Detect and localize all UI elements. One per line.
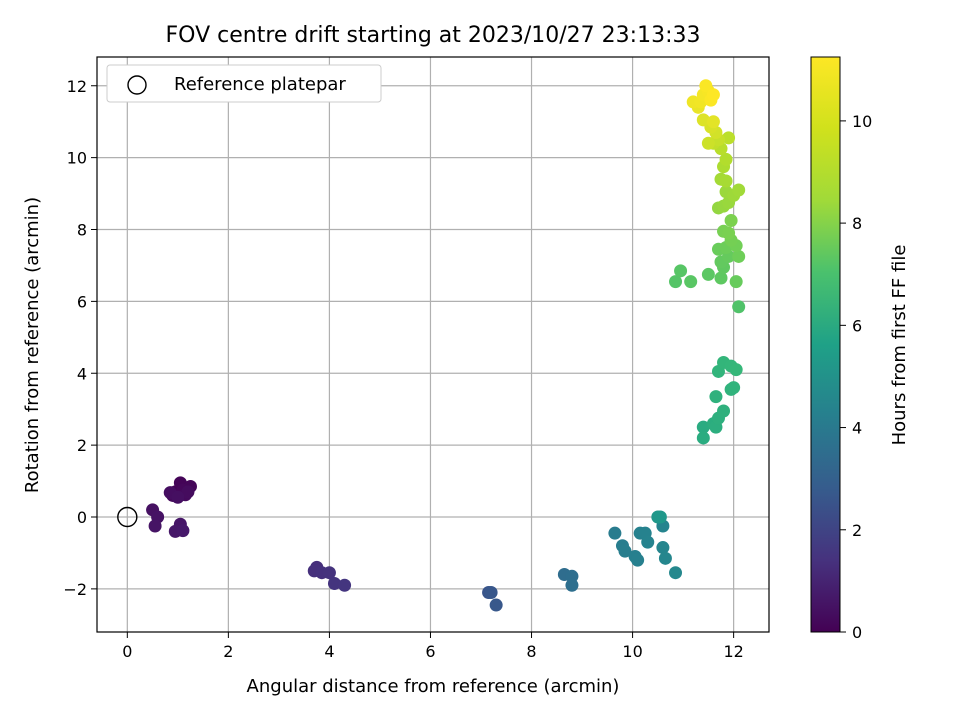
x-tick-label: 10 bbox=[622, 642, 642, 661]
colorbar-tick-label: 2 bbox=[852, 521, 862, 540]
y-axis-label: Rotation from reference (arcmin) bbox=[22, 197, 43, 493]
y-axis-ticks: −2 0 2 4 6 8 10 12 bbox=[63, 77, 97, 599]
data-point bbox=[181, 485, 195, 499]
data-point bbox=[489, 598, 503, 612]
y-tick-label: 8 bbox=[77, 221, 87, 240]
data-point bbox=[724, 214, 738, 228]
data-point bbox=[322, 566, 336, 580]
colorbar-label: Hours from first FF file bbox=[889, 245, 910, 446]
data-point bbox=[656, 541, 670, 555]
y-tick-label: 12 bbox=[67, 77, 87, 96]
colorbar-tick-label: 8 bbox=[852, 214, 862, 233]
grid-lines bbox=[97, 57, 769, 632]
reference-marker bbox=[117, 506, 138, 528]
data-point bbox=[171, 490, 185, 504]
colorbar: 0 2 4 6 8 10 Hours from first FF file bbox=[810, 56, 910, 642]
data-point bbox=[717, 404, 731, 418]
data-point bbox=[722, 226, 736, 240]
data-point bbox=[565, 569, 579, 583]
y-tick-label: 4 bbox=[77, 364, 87, 383]
data-point bbox=[722, 131, 736, 145]
data-point bbox=[669, 275, 683, 289]
data-point bbox=[631, 553, 645, 567]
data-point bbox=[714, 271, 728, 285]
data-point bbox=[719, 152, 733, 166]
y-tick-label: −2 bbox=[63, 580, 87, 599]
data-point bbox=[719, 174, 733, 188]
data-point bbox=[727, 381, 741, 395]
data-point bbox=[658, 551, 672, 565]
x-tick-label: 2 bbox=[223, 642, 233, 661]
colorbar-tick-label: 10 bbox=[852, 112, 872, 131]
data-point bbox=[641, 535, 655, 549]
data-point bbox=[618, 544, 632, 558]
data-point bbox=[696, 113, 710, 127]
x-tick-label: 4 bbox=[324, 642, 334, 661]
data-point bbox=[732, 249, 746, 263]
chart-title: FOV centre drift starting at 2023/10/27 … bbox=[166, 23, 701, 48]
x-tick-label: 6 bbox=[425, 642, 435, 661]
y-tick-label: 6 bbox=[77, 292, 87, 311]
y-tick-label: 10 bbox=[67, 149, 87, 168]
data-point bbox=[148, 519, 162, 533]
data-point bbox=[484, 585, 498, 599]
data-point bbox=[696, 431, 710, 445]
x-tick-label: 12 bbox=[723, 642, 743, 661]
colorbar-tick-label: 0 bbox=[852, 623, 862, 642]
y-tick-label: 2 bbox=[77, 436, 87, 455]
data-point bbox=[732, 183, 746, 197]
data-point bbox=[176, 524, 190, 538]
data-point bbox=[696, 420, 710, 434]
data-point bbox=[565, 578, 579, 592]
x-axis-label: Angular distance from reference (arcmin) bbox=[247, 676, 620, 697]
data-point bbox=[706, 88, 720, 102]
plot-frame bbox=[96, 56, 770, 633]
y-tick-label: 0 bbox=[77, 508, 87, 527]
data-point bbox=[732, 300, 746, 314]
data-point bbox=[729, 363, 743, 377]
data-point bbox=[653, 510, 667, 524]
x-tick-label: 8 bbox=[526, 642, 536, 661]
data-point bbox=[338, 578, 352, 592]
legend-box bbox=[106, 64, 382, 103]
legend-reference-marker bbox=[127, 75, 147, 95]
data-point bbox=[327, 576, 341, 590]
data-point bbox=[674, 264, 688, 278]
reference-marker-layer bbox=[117, 506, 138, 528]
legend-label: Reference platepar bbox=[174, 74, 346, 95]
legend: Reference platepar bbox=[106, 64, 382, 103]
colorbar-tick-label: 4 bbox=[852, 419, 862, 438]
data-point bbox=[701, 267, 715, 281]
data-point bbox=[699, 79, 713, 93]
data-point bbox=[608, 526, 622, 540]
data-point bbox=[669, 566, 683, 580]
colorbar-tick-label: 6 bbox=[852, 316, 862, 335]
colorbar-gradient bbox=[810, 56, 841, 633]
x-tick-label: 0 bbox=[122, 642, 132, 661]
x-axis-ticks: 0 2 4 6 8 10 12 bbox=[122, 632, 744, 661]
data-point bbox=[729, 275, 743, 289]
data-points bbox=[146, 79, 746, 612]
data-point bbox=[701, 136, 715, 150]
data-point bbox=[684, 275, 698, 289]
colorbar-ticks: 0 2 4 6 8 10 bbox=[840, 112, 872, 642]
data-point bbox=[706, 115, 720, 129]
data-point bbox=[709, 390, 723, 404]
